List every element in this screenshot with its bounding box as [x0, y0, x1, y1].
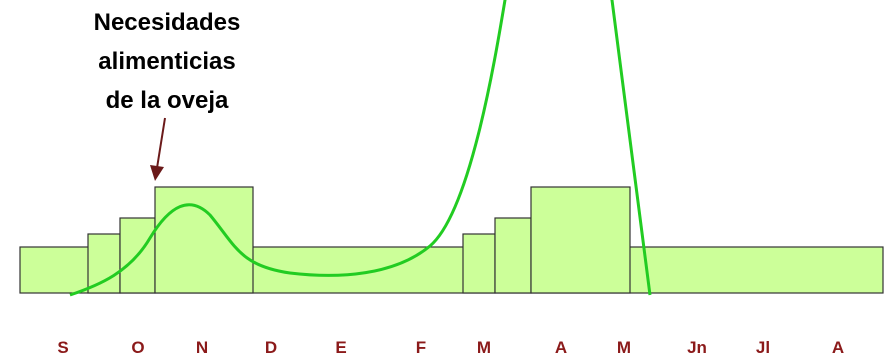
block: [462, 233, 496, 294]
block: [494, 217, 532, 294]
title-line: de la oveja: [106, 87, 229, 114]
month-label: O: [131, 338, 144, 357]
month-label: D: [265, 338, 277, 357]
month-label: Jl: [756, 338, 770, 357]
pasture-curve: [69, 0, 652, 297]
block: [87, 233, 121, 294]
month-label: A: [555, 338, 567, 357]
needs-blocks: [19, 186, 884, 294]
block: [154, 186, 254, 294]
month-label: M: [617, 338, 631, 357]
title-line: alimenticias: [98, 48, 235, 75]
month-labels: S O N D E F M A M Jn Jl A: [57, 338, 844, 357]
month-label: A: [832, 338, 844, 357]
arrow-shaft: [156, 117, 166, 169]
month-label: F: [416, 338, 426, 357]
month-label: M: [477, 338, 491, 357]
month-label: E: [335, 338, 346, 357]
month-label: S: [57, 338, 68, 357]
month-label: N: [196, 338, 208, 357]
block: [530, 186, 631, 294]
arrow-head: [150, 165, 164, 181]
month-label: Jn: [687, 338, 707, 357]
title-line: Necesidades: [94, 9, 241, 36]
title: Necesidades alimenticias de la oveja: [94, 9, 241, 114]
